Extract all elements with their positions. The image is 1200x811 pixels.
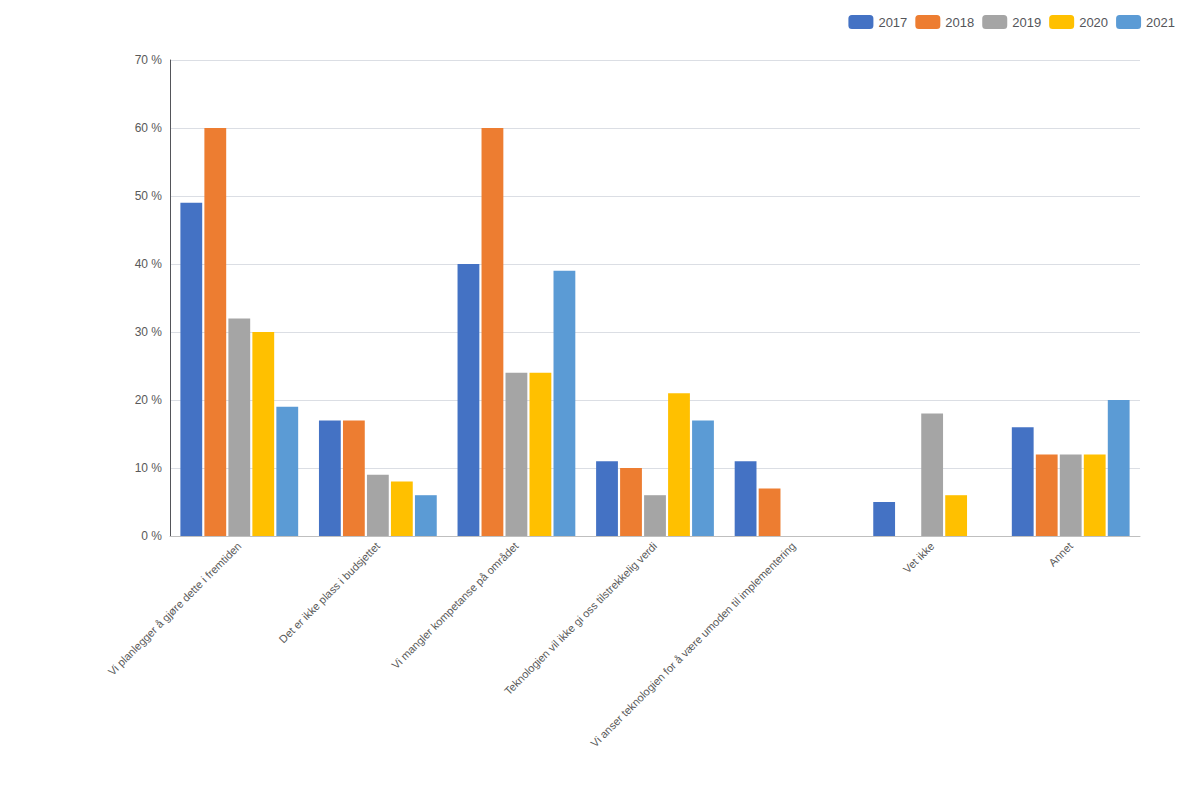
svg-text:Det er ikke plass i budsjettet: Det er ikke plass i budsjettet [276,540,382,646]
svg-text:2017: 2017 [878,15,907,30]
svg-text:2018: 2018 [945,15,974,30]
svg-text:2020: 2020 [1079,15,1108,30]
svg-text:Teknologien vil ikke gi oss ti: Teknologien vil ikke gi oss tilstrekkeli… [502,540,659,697]
svg-text:60 %: 60 % [135,121,163,135]
svg-text:50 %: 50 % [135,189,163,203]
svg-text:70 %: 70 % [135,53,163,67]
svg-text:2019: 2019 [1012,15,1041,30]
svg-text:Vi anser teknologien for å vær: Vi anser teknologien for å være umoden t… [588,540,798,750]
svg-text:Vi mangler kompetanse på områd: Vi mangler kompetanse på området [389,540,520,671]
svg-text:30 %: 30 % [135,325,163,339]
svg-text:0 %: 0 % [141,529,162,543]
svg-text:Annet: Annet [1046,540,1075,569]
svg-text:10 %: 10 % [135,461,163,475]
svg-text:Vet ikke: Vet ikke [901,540,937,576]
svg-text:40 %: 40 % [135,257,163,271]
svg-text:20 %: 20 % [135,393,163,407]
svg-text:Vi planlegger å gjøre dette i: Vi planlegger å gjøre dette i fremtiden [106,540,244,678]
svg-text:2021: 2021 [1146,15,1175,30]
